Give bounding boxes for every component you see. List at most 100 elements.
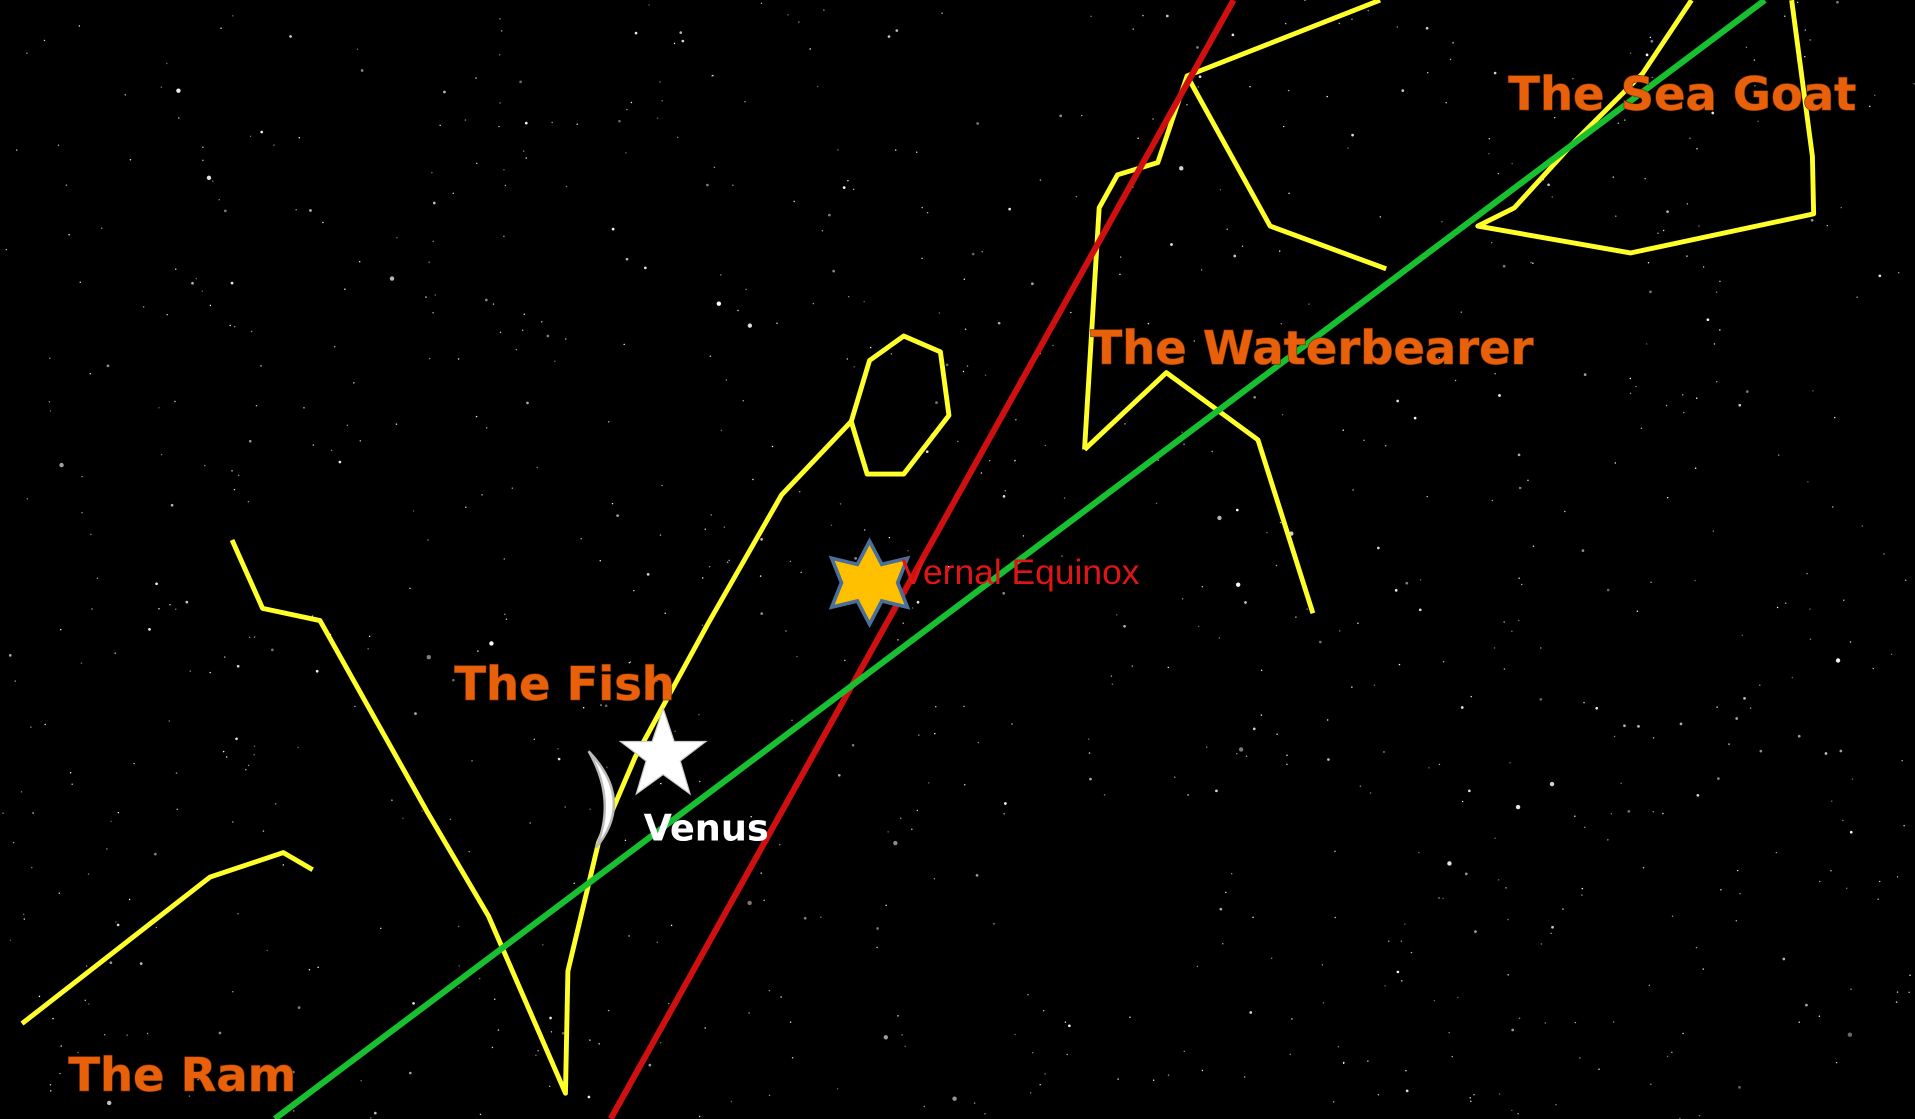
star — [1244, 601, 1247, 604]
star — [250, 136, 251, 137]
star — [210, 305, 211, 306]
star — [443, 91, 446, 94]
star — [1903, 825, 1904, 826]
star — [499, 102, 500, 103]
star — [657, 118, 658, 119]
star — [235, 737, 238, 740]
star — [1088, 738, 1089, 739]
star — [1166, 15, 1169, 18]
star — [769, 1095, 770, 1096]
star — [486, 427, 487, 428]
star — [1850, 831, 1853, 834]
star — [748, 323, 752, 327]
star — [1323, 1002, 1324, 1003]
star — [450, 819, 451, 820]
star — [702, 625, 703, 626]
star — [776, 322, 777, 323]
star — [220, 28, 221, 29]
star — [176, 88, 180, 92]
star — [1187, 794, 1188, 795]
star — [493, 303, 494, 304]
star — [1897, 876, 1898, 877]
star — [895, 29, 898, 32]
star — [298, 1006, 301, 1009]
star — [1471, 696, 1472, 697]
star — [927, 212, 928, 213]
star — [1872, 668, 1873, 669]
star — [427, 655, 431, 659]
star — [1667, 1056, 1668, 1057]
star — [612, 503, 613, 504]
star — [66, 184, 67, 185]
star — [897, 639, 898, 640]
star — [390, 276, 394, 280]
star — [549, 1017, 552, 1020]
star — [494, 999, 495, 1000]
constellation-label: The Waterbearer — [1091, 321, 1534, 375]
star — [1663, 230, 1664, 231]
star — [249, 440, 252, 443]
star — [1198, 626, 1199, 627]
star — [731, 1101, 732, 1102]
star — [1498, 173, 1499, 174]
star — [166, 314, 167, 315]
star — [1219, 908, 1222, 911]
star — [1124, 423, 1125, 424]
star — [428, 262, 429, 263]
star — [126, 1034, 127, 1035]
star — [1713, 530, 1714, 531]
star — [864, 529, 865, 530]
star — [6, 249, 7, 250]
star — [1197, 966, 1198, 967]
star — [1377, 547, 1380, 550]
star — [828, 214, 831, 217]
star — [1420, 579, 1421, 580]
star — [374, 1112, 377, 1115]
star — [88, 1003, 89, 1004]
star — [1760, 750, 1763, 753]
star — [576, 123, 577, 124]
star — [679, 31, 682, 34]
star — [176, 772, 177, 773]
star — [1545, 1022, 1546, 1023]
star — [1447, 861, 1451, 865]
star — [1697, 794, 1700, 797]
star — [1611, 813, 1612, 814]
star — [893, 841, 897, 845]
star — [1739, 893, 1740, 894]
star — [202, 147, 203, 148]
star — [60, 1045, 61, 1046]
star — [1564, 511, 1565, 512]
star — [1908, 992, 1909, 993]
star — [870, 347, 871, 348]
star — [580, 538, 581, 539]
star — [1081, 115, 1082, 116]
star — [772, 446, 773, 447]
star — [798, 21, 799, 22]
star — [498, 126, 499, 127]
star — [661, 485, 662, 486]
star — [58, 145, 59, 146]
star — [1215, 789, 1218, 792]
star — [1874, 95, 1875, 96]
star — [1720, 889, 1721, 890]
star — [660, 783, 661, 784]
star — [480, 1114, 481, 1115]
star — [425, 296, 426, 297]
star — [1696, 148, 1697, 149]
star — [1550, 782, 1554, 786]
star — [202, 290, 203, 291]
star — [1059, 114, 1062, 117]
star — [1252, 917, 1253, 918]
star — [900, 818, 901, 819]
star — [1335, 917, 1336, 918]
star — [10, 940, 11, 941]
star — [1562, 908, 1563, 909]
star — [1168, 1074, 1169, 1075]
star — [921, 258, 922, 259]
star — [178, 117, 179, 118]
star — [1743, 697, 1746, 700]
star — [972, 253, 975, 256]
star — [88, 873, 89, 874]
star — [921, 207, 922, 208]
